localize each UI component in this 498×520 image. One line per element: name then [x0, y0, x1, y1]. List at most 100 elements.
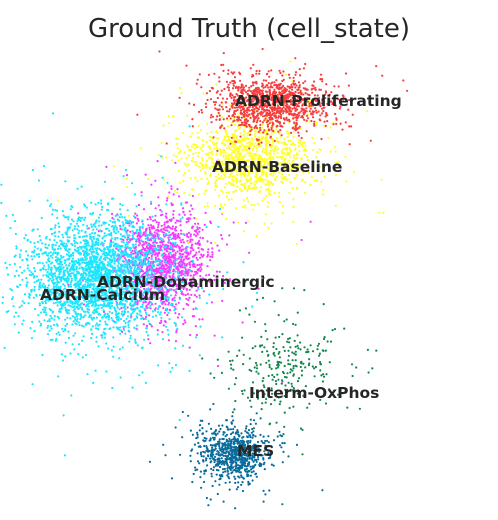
scatter-point: [261, 344, 263, 346]
scatter-point: [254, 130, 256, 132]
scatter-point: [290, 368, 292, 370]
scatter-point: [251, 204, 253, 206]
scatter-point: [31, 337, 33, 339]
scatter-point: [282, 346, 284, 348]
scatter-point: [256, 89, 258, 91]
scatter-point: [186, 235, 188, 237]
scatter-point: [207, 251, 209, 253]
scatter-point: [332, 329, 334, 331]
scatter-point: [257, 373, 259, 375]
scatter-point: [256, 299, 258, 301]
scatter-point: [156, 221, 158, 223]
scatter-point: [262, 297, 264, 299]
scatter-point: [298, 86, 300, 88]
scatter-point: [221, 463, 223, 465]
scatter-point: [148, 257, 150, 259]
scatter-point: [199, 162, 201, 164]
scatter-point: [256, 461, 258, 463]
scatter-point: [175, 138, 177, 140]
scatter-point: [268, 141, 270, 143]
scatter-point: [178, 313, 180, 315]
scatter-point: [186, 221, 188, 223]
scatter-point: [195, 437, 197, 439]
scatter-point: [213, 439, 215, 441]
scatter-point: [249, 357, 251, 359]
scatter-point: [81, 186, 83, 188]
scatter-point: [277, 379, 279, 381]
scatter-point: [182, 239, 184, 241]
scatter-point: [301, 453, 303, 455]
scatter-point: [293, 84, 295, 86]
scatter-point: [296, 119, 298, 121]
scatter-point: [217, 433, 219, 435]
scatter-point: [64, 307, 66, 309]
scatter-point: [219, 178, 221, 180]
scatter-point: [189, 210, 191, 212]
scatter-point: [182, 253, 184, 255]
scatter-point: [211, 153, 213, 155]
scatter-point: [182, 259, 184, 261]
scatter-point: [234, 130, 236, 132]
scatter-point: [270, 136, 272, 138]
scatter-point: [233, 85, 235, 87]
scatter-point: [204, 193, 206, 195]
scatter-point: [199, 227, 201, 229]
scatter-point: [206, 92, 208, 94]
scatter-point: [195, 161, 197, 163]
scatter-point: [202, 439, 204, 441]
scatter-point: [200, 178, 202, 180]
scatter-point: [222, 70, 224, 72]
scatter-point: [226, 98, 228, 100]
scatter-point: [246, 149, 248, 151]
scatter-point: [332, 123, 334, 125]
scatter-point: [223, 118, 225, 120]
scatter-point: [188, 232, 190, 234]
scatter-point: [70, 208, 72, 210]
scatter-point: [248, 147, 250, 149]
scatter-point: [259, 127, 261, 129]
scatter-point: [257, 87, 259, 89]
scatter-point: [151, 255, 153, 257]
scatter-point: [222, 452, 224, 454]
scatter-point: [261, 351, 263, 353]
scatter-point: [213, 431, 215, 433]
scatter-point: [221, 424, 223, 426]
scatter-point: [368, 371, 370, 373]
scatter-point: [275, 145, 277, 147]
scatter-point: [180, 158, 182, 160]
scatter-point: [266, 154, 268, 156]
scatter-point: [280, 446, 282, 448]
scatter-point: [197, 136, 199, 138]
scatter-point: [194, 294, 196, 296]
scatter-point: [222, 206, 224, 208]
scatter-point: [138, 244, 140, 246]
scatter-point: [182, 345, 184, 347]
scatter-point: [157, 224, 159, 226]
scatter-point: [166, 221, 168, 223]
scatter-point: [243, 199, 245, 201]
scatter-point: [161, 331, 163, 333]
scatter-point: [318, 89, 320, 91]
scatter-point: [147, 224, 149, 226]
scatter-point: [262, 124, 264, 126]
scatter-point: [143, 323, 145, 325]
scatter-point: [215, 154, 217, 156]
scatter-point: [162, 444, 164, 446]
scatter-point: [320, 374, 322, 376]
scatter-point: [301, 137, 303, 139]
scatter-point: [163, 224, 165, 226]
scatter-point: [144, 235, 146, 237]
scatter-point: [269, 423, 271, 425]
scatter-point: [233, 461, 235, 463]
scatter-point: [202, 237, 204, 239]
scatter-point: [141, 195, 143, 197]
scatter-point: [146, 267, 148, 269]
scatter-point: [275, 422, 277, 424]
scatter-point: [273, 342, 275, 344]
scatter-point: [297, 334, 299, 336]
scatter-point: [290, 113, 292, 115]
scatter-point: [67, 236, 69, 238]
scatter-point: [220, 205, 222, 207]
scatter-point: [174, 257, 176, 259]
scatter-point: [345, 121, 347, 123]
